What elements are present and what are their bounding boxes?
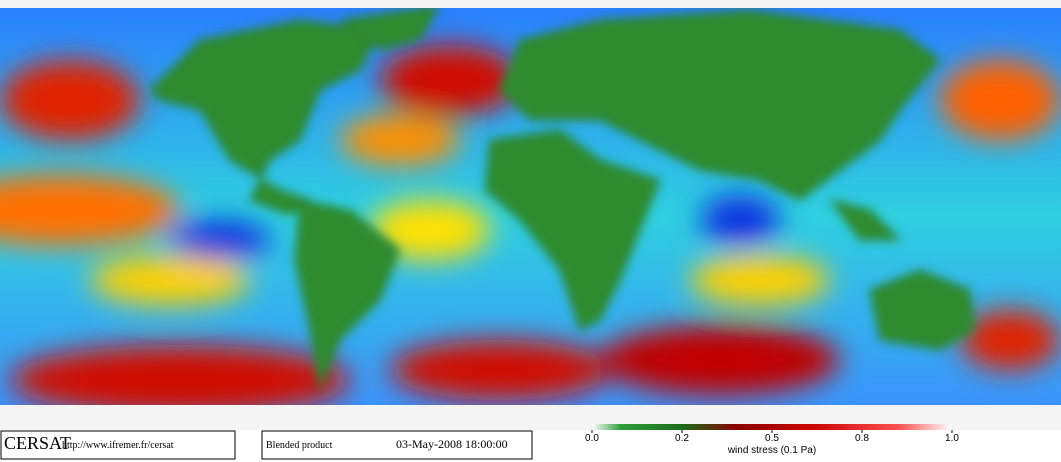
colorbar	[592, 424, 952, 430]
date: 03-May-2008 18:00:00	[396, 437, 508, 451]
logo: CERSAT	[4, 433, 71, 453]
product-box	[261, 430, 533, 460]
url: http://www.ifremer.fr/cersat	[62, 440, 174, 451]
map	[0, 0, 1061, 430]
colorbar-tick-label: 1.0	[945, 433, 959, 444]
colorbar-label: wind stress (0.1 Pa)	[727, 445, 816, 456]
logo-box	[0, 430, 236, 460]
colorbar-tick-label: 0.0	[585, 433, 599, 444]
colorbar-tick-label: 0.2	[675, 433, 689, 444]
product: Blended product	[266, 440, 333, 451]
colorbar-tick-label: 0.8	[855, 433, 869, 444]
colorbar-tick-label: 0.5	[765, 433, 779, 444]
